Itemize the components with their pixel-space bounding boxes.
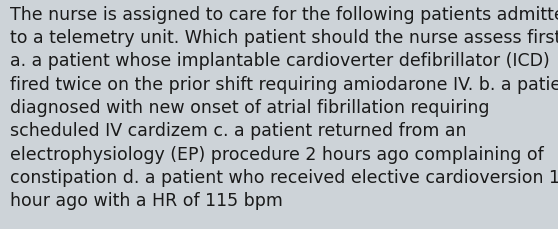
Text: The nurse is assigned to care for the following patients admitted
to a telemetry: The nurse is assigned to care for the fo… (10, 6, 558, 209)
